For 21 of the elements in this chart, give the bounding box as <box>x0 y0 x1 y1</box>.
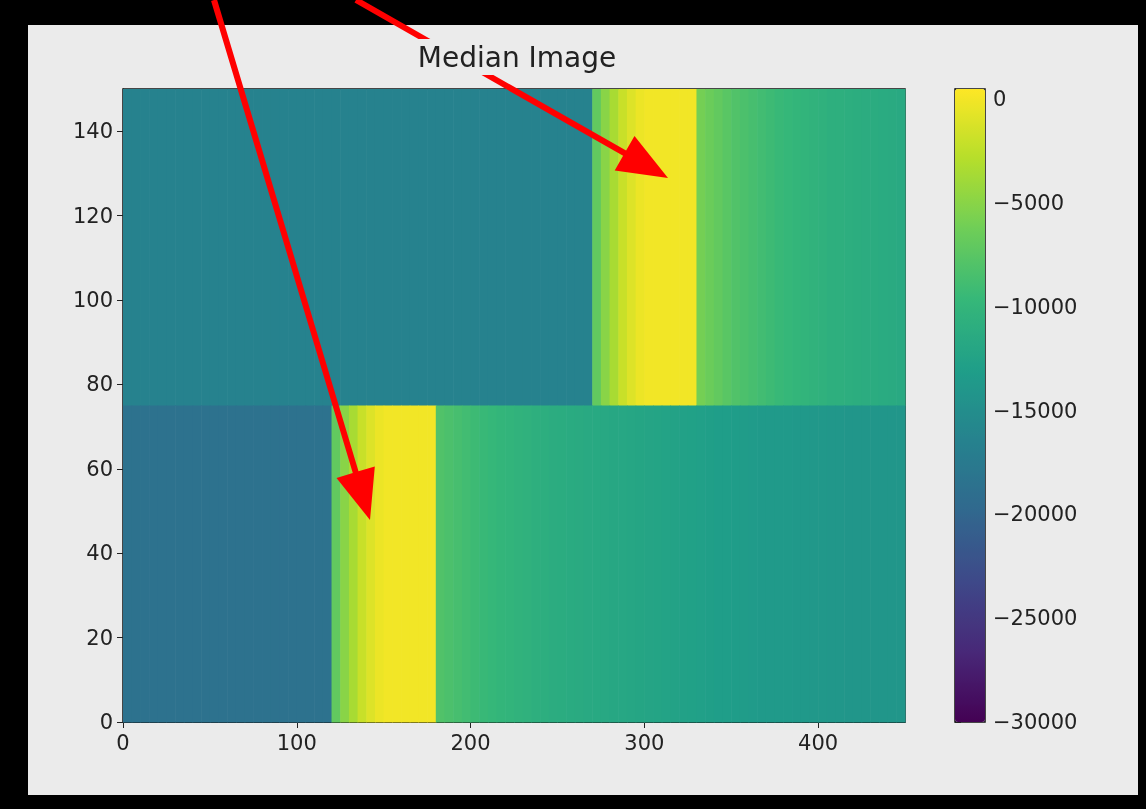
y-tick-label: 40 <box>86 541 113 566</box>
y-tick-label: 60 <box>86 456 113 481</box>
color-bar-label: 0 <box>993 87 1007 112</box>
color-bar-label: −10000 <box>993 294 1078 319</box>
x-tick-label: 300 <box>624 730 665 755</box>
y-tick-label: 140 <box>72 119 113 144</box>
x-tick-label: 400 <box>798 730 839 755</box>
x-tick-label: 100 <box>276 730 317 755</box>
chart-title: Median Image <box>417 40 617 74</box>
x-tick-label: 200 <box>450 730 491 755</box>
y-tick-label: 20 <box>86 625 113 650</box>
y-tick-label: 80 <box>86 372 113 397</box>
color-bar-label: −15000 <box>993 398 1078 423</box>
y-tick-label: 0 <box>99 710 113 734</box>
color-bar-label: −5000 <box>993 191 1065 216</box>
x-tick-label: 0 <box>116 730 130 755</box>
color-bar-label: −20000 <box>993 502 1078 527</box>
color-bar-label: −25000 <box>993 606 1078 631</box>
y-tick-label: 100 <box>72 288 113 312</box>
color-bar-label: −30000 <box>993 710 1078 734</box>
y-tick-label: 120 <box>72 203 113 228</box>
